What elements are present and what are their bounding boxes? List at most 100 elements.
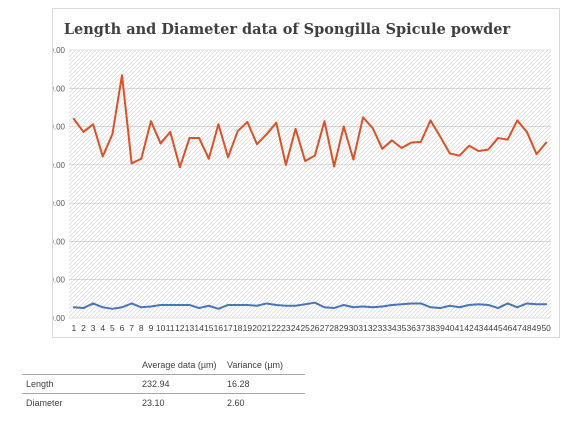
data-point (130, 162, 133, 165)
x-tick-label: 30 (349, 323, 359, 333)
data-point (400, 303, 403, 306)
data-point (150, 305, 152, 308)
data-point (371, 127, 374, 130)
data-point (111, 307, 114, 310)
x-tick-label: 34 (387, 323, 397, 333)
y-tick-label: 200.00 (53, 161, 66, 170)
data-point (477, 150, 480, 152)
stats-cell-average: 232.94 (138, 374, 223, 394)
x-tick-label: 44 (484, 323, 494, 333)
stats-header-blank (22, 356, 138, 375)
data-point (92, 302, 94, 305)
data-point (419, 140, 422, 143)
x-tick-label: 37 (416, 323, 426, 333)
x-tick-label: 7 (129, 323, 134, 333)
data-point (72, 306, 75, 309)
x-tick-label: 10 (156, 323, 166, 333)
y-tick-label: 0.00 (53, 314, 66, 323)
x-tick-label: 41 (455, 323, 465, 333)
data-point (410, 141, 413, 144)
data-point (178, 166, 181, 169)
data-point (477, 303, 480, 306)
data-point (178, 304, 181, 306)
data-point (275, 304, 278, 306)
x-tick-label: 14 (194, 323, 204, 333)
x-tick-label: 15 (204, 323, 214, 333)
data-point (150, 120, 152, 123)
x-tick-label: 16 (214, 323, 224, 333)
data-point (439, 307, 442, 309)
x-tick-label: 6 (120, 323, 125, 333)
x-tick-label: 43 (474, 323, 484, 333)
data-point (227, 156, 229, 159)
data-point (256, 304, 258, 307)
stats-row-diameter: Diameter 23.10 2.60 (22, 394, 305, 413)
data-point (294, 127, 297, 130)
data-point (506, 302, 509, 305)
data-point (304, 303, 307, 306)
data-point (198, 307, 201, 309)
x-tick-label: 20 (252, 323, 262, 333)
x-tick-label: 38 (426, 323, 436, 333)
data-point (526, 131, 528, 133)
data-point (188, 304, 191, 306)
x-tick-label: 32 (368, 323, 378, 333)
data-point (92, 123, 94, 126)
x-tick-label: 47 (513, 323, 523, 333)
data-point (516, 306, 519, 309)
y-tick-label: 50.00 (53, 276, 66, 285)
x-tick-label: 28 (329, 323, 339, 333)
stats-table: Average data (µm) Variance (µm) Length 2… (22, 356, 305, 412)
x-tick-label: 40 (445, 323, 455, 333)
x-tick-label: 8 (139, 323, 144, 333)
data-point (207, 304, 210, 307)
stats-header-row: Average data (µm) Variance (µm) (22, 356, 305, 375)
data-point (391, 304, 393, 306)
x-tick-label: 46 (503, 323, 513, 333)
data-point (294, 304, 297, 307)
data-point (381, 147, 384, 150)
y-tick-label: 350.00 (53, 46, 66, 55)
x-tick-label: 50 (541, 323, 551, 333)
data-point (169, 304, 172, 306)
x-tick-label: 27 (320, 323, 330, 333)
data-point (362, 116, 364, 119)
data-point (82, 307, 85, 309)
data-point (497, 307, 499, 309)
data-point (468, 304, 470, 306)
chart-frame: Length and Diameter data of Spongilla Sp… (52, 8, 560, 338)
y-tick-label: 300.00 (53, 84, 66, 93)
stats-cell-average: 23.10 (142, 398, 165, 408)
data-point (140, 306, 143, 309)
x-tick-label: 12 (175, 323, 185, 333)
data-point (121, 306, 123, 309)
stats-cell-label: Length (22, 374, 138, 394)
data-point (429, 306, 432, 309)
data-point (323, 306, 326, 309)
x-tick-label: 24 (291, 323, 301, 333)
data-point (169, 131, 172, 133)
data-point (304, 160, 307, 162)
series-line-1 (72, 74, 548, 169)
line-chart: Length and Diameter data of Spongilla Sp… (53, 21, 551, 333)
x-tick-label: 3 (91, 323, 96, 333)
data-point (429, 119, 432, 122)
data-point (130, 302, 133, 305)
y-tick-label: 150.00 (53, 199, 66, 208)
x-tick-label: 9 (149, 323, 154, 333)
x-tick-label: 29 (339, 323, 349, 333)
x-tick-label: 31 (358, 323, 368, 333)
data-point (342, 125, 345, 128)
data-point (535, 153, 538, 156)
data-point (121, 74, 123, 77)
y-tick-label: 250.00 (53, 123, 66, 132)
data-point (246, 304, 249, 306)
x-tick-label: 42 (464, 323, 474, 333)
data-point (101, 306, 104, 309)
data-point (352, 158, 355, 161)
chart-title: Length and Diameter data of Spongilla Sp… (64, 21, 511, 38)
x-tick-label: 4 (100, 323, 105, 333)
data-point (487, 148, 490, 151)
x-tick-label: 36 (406, 323, 416, 333)
x-tick-label: 2 (81, 323, 86, 333)
